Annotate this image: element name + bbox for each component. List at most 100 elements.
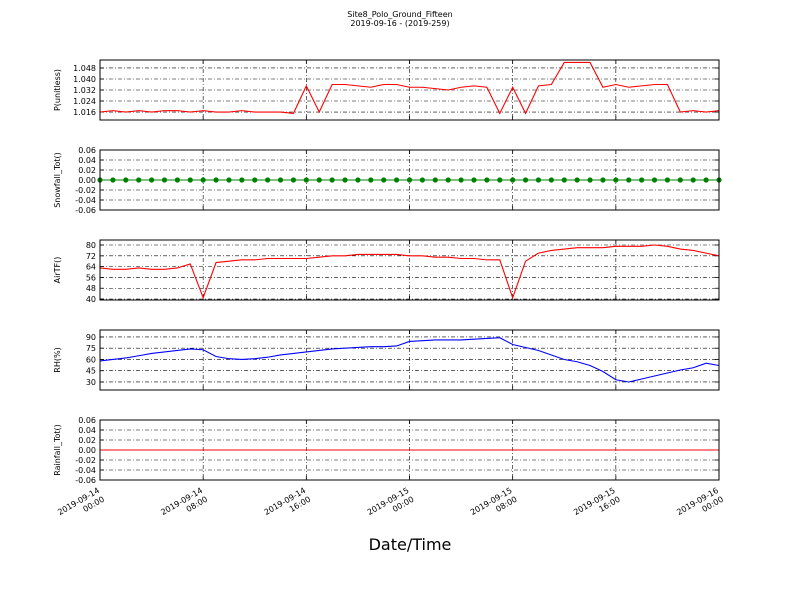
data-point: [174, 177, 180, 183]
data-point: [265, 177, 271, 183]
data-point: [639, 177, 645, 183]
y-tick-label: 0.00: [78, 446, 96, 455]
y-tick-label: 45: [86, 367, 96, 376]
data-point: [355, 177, 361, 183]
data-point: [690, 177, 696, 183]
figure-subtitle: 2019-09-16 - (2019-259): [350, 19, 449, 28]
data-point: [497, 177, 503, 183]
data-point: [110, 177, 116, 183]
y-tick-label: 64: [86, 263, 96, 272]
plot-frame: [99, 149, 720, 211]
y-tick-label: -0.02: [75, 456, 96, 465]
data-point: [432, 177, 438, 183]
y-tick-label: 1.032: [73, 86, 96, 95]
y-tick-label: 1.024: [73, 97, 96, 106]
x-tick-label: 2019-09-1416:00: [263, 486, 313, 526]
data-point: [368, 177, 374, 183]
data-line: [99, 244, 720, 300]
data-point: [316, 177, 322, 183]
y-axis-label: Snowfall_Tot(): [53, 152, 62, 208]
data-point: [290, 177, 297, 183]
plot-frame: [99, 59, 720, 121]
y-tick-label: 0.02: [78, 436, 96, 445]
y-tick-label: -0.04: [75, 196, 96, 205]
y-axis-label: RH(%): [53, 347, 62, 372]
y-axis-label: P(unitless): [53, 69, 62, 111]
data-point: [703, 177, 709, 183]
data-point: [252, 177, 258, 183]
y-tick-label: 0.00: [78, 176, 96, 185]
data-point: [613, 177, 619, 183]
x-tick-label: 2019-09-1508:00: [469, 486, 519, 526]
y-tick-label: 48: [86, 284, 96, 293]
y-tick-label: 0.04: [78, 426, 96, 435]
data-point: [600, 177, 606, 183]
y-tick-label: 72: [86, 252, 96, 261]
data-point: [587, 177, 593, 183]
data-point: [161, 177, 168, 183]
y-tick-label: 0.06: [78, 146, 96, 155]
data-point: [148, 177, 155, 183]
data-point: [561, 177, 567, 183]
y-tick-label: 1.040: [73, 75, 96, 84]
data-point: [458, 177, 464, 183]
y-axis-label: AirTF(): [53, 257, 62, 284]
y-tick-label: 75: [86, 344, 96, 353]
y-tick-label: 30: [86, 378, 96, 387]
x-tick-label: 2019-09-1500:00: [366, 486, 416, 526]
y-axis-label: Rainfall_Tot(): [53, 424, 62, 476]
y-tick-label: 0.06: [78, 416, 96, 425]
data-point: [445, 177, 451, 183]
plot-frame: [99, 239, 720, 301]
y-tick-label: -0.04: [75, 466, 96, 475]
data-point: [677, 177, 683, 183]
plot-frame: [99, 329, 720, 391]
data-point: [664, 177, 671, 183]
y-tick-label: 56: [86, 273, 96, 282]
y-tick-label: 90: [86, 333, 96, 342]
figure-title: Site8_Polo_Ground_Fifteen: [347, 10, 452, 19]
x-tick-label: 2019-09-1516:00: [572, 486, 622, 526]
x-axis-label: Date/Time: [369, 535, 452, 554]
data-point: [484, 177, 490, 183]
y-tick-label: -0.06: [75, 476, 96, 485]
data-point: [329, 177, 335, 183]
data-point: [510, 177, 516, 183]
plot-frame: [99, 419, 720, 481]
data-line: [99, 337, 720, 383]
data-point: [123, 177, 129, 183]
data-point: [303, 177, 309, 183]
data-point: [406, 177, 413, 183]
y-tick-label: 40: [86, 295, 96, 304]
data-point: [522, 177, 529, 183]
data-point: [394, 177, 400, 183]
y-tick-label: 60: [86, 355, 96, 364]
data-point: [535, 177, 542, 183]
y-tick-label: -0.02: [75, 186, 96, 195]
x-tick-label: 2019-09-1408:00: [159, 486, 209, 526]
x-tick-label: 2019-09-1600:00: [675, 486, 725, 526]
y-tick-label: 80: [86, 241, 96, 250]
data-point: [574, 177, 580, 183]
data-point: [239, 177, 245, 183]
y-tick-label: 1.016: [73, 108, 96, 117]
data-point: [277, 177, 284, 183]
data-point: [342, 177, 348, 183]
data-point: [200, 177, 206, 183]
data-point: [471, 177, 477, 183]
data-point: [136, 177, 142, 183]
data-line: [99, 61, 720, 115]
data-point: [226, 177, 232, 183]
data-point: [187, 177, 193, 183]
data-point: [548, 177, 554, 183]
y-tick-label: 0.04: [78, 156, 96, 165]
y-tick-label: 0.02: [78, 166, 96, 175]
data-point: [381, 177, 387, 183]
y-tick-label: 1.048: [73, 64, 96, 73]
data-point: [213, 177, 219, 183]
data-point: [651, 177, 658, 183]
x-tick-label: 2019-09-1400:00: [56, 486, 106, 526]
y-tick-label: -0.06: [75, 206, 96, 215]
data-point: [626, 177, 632, 183]
